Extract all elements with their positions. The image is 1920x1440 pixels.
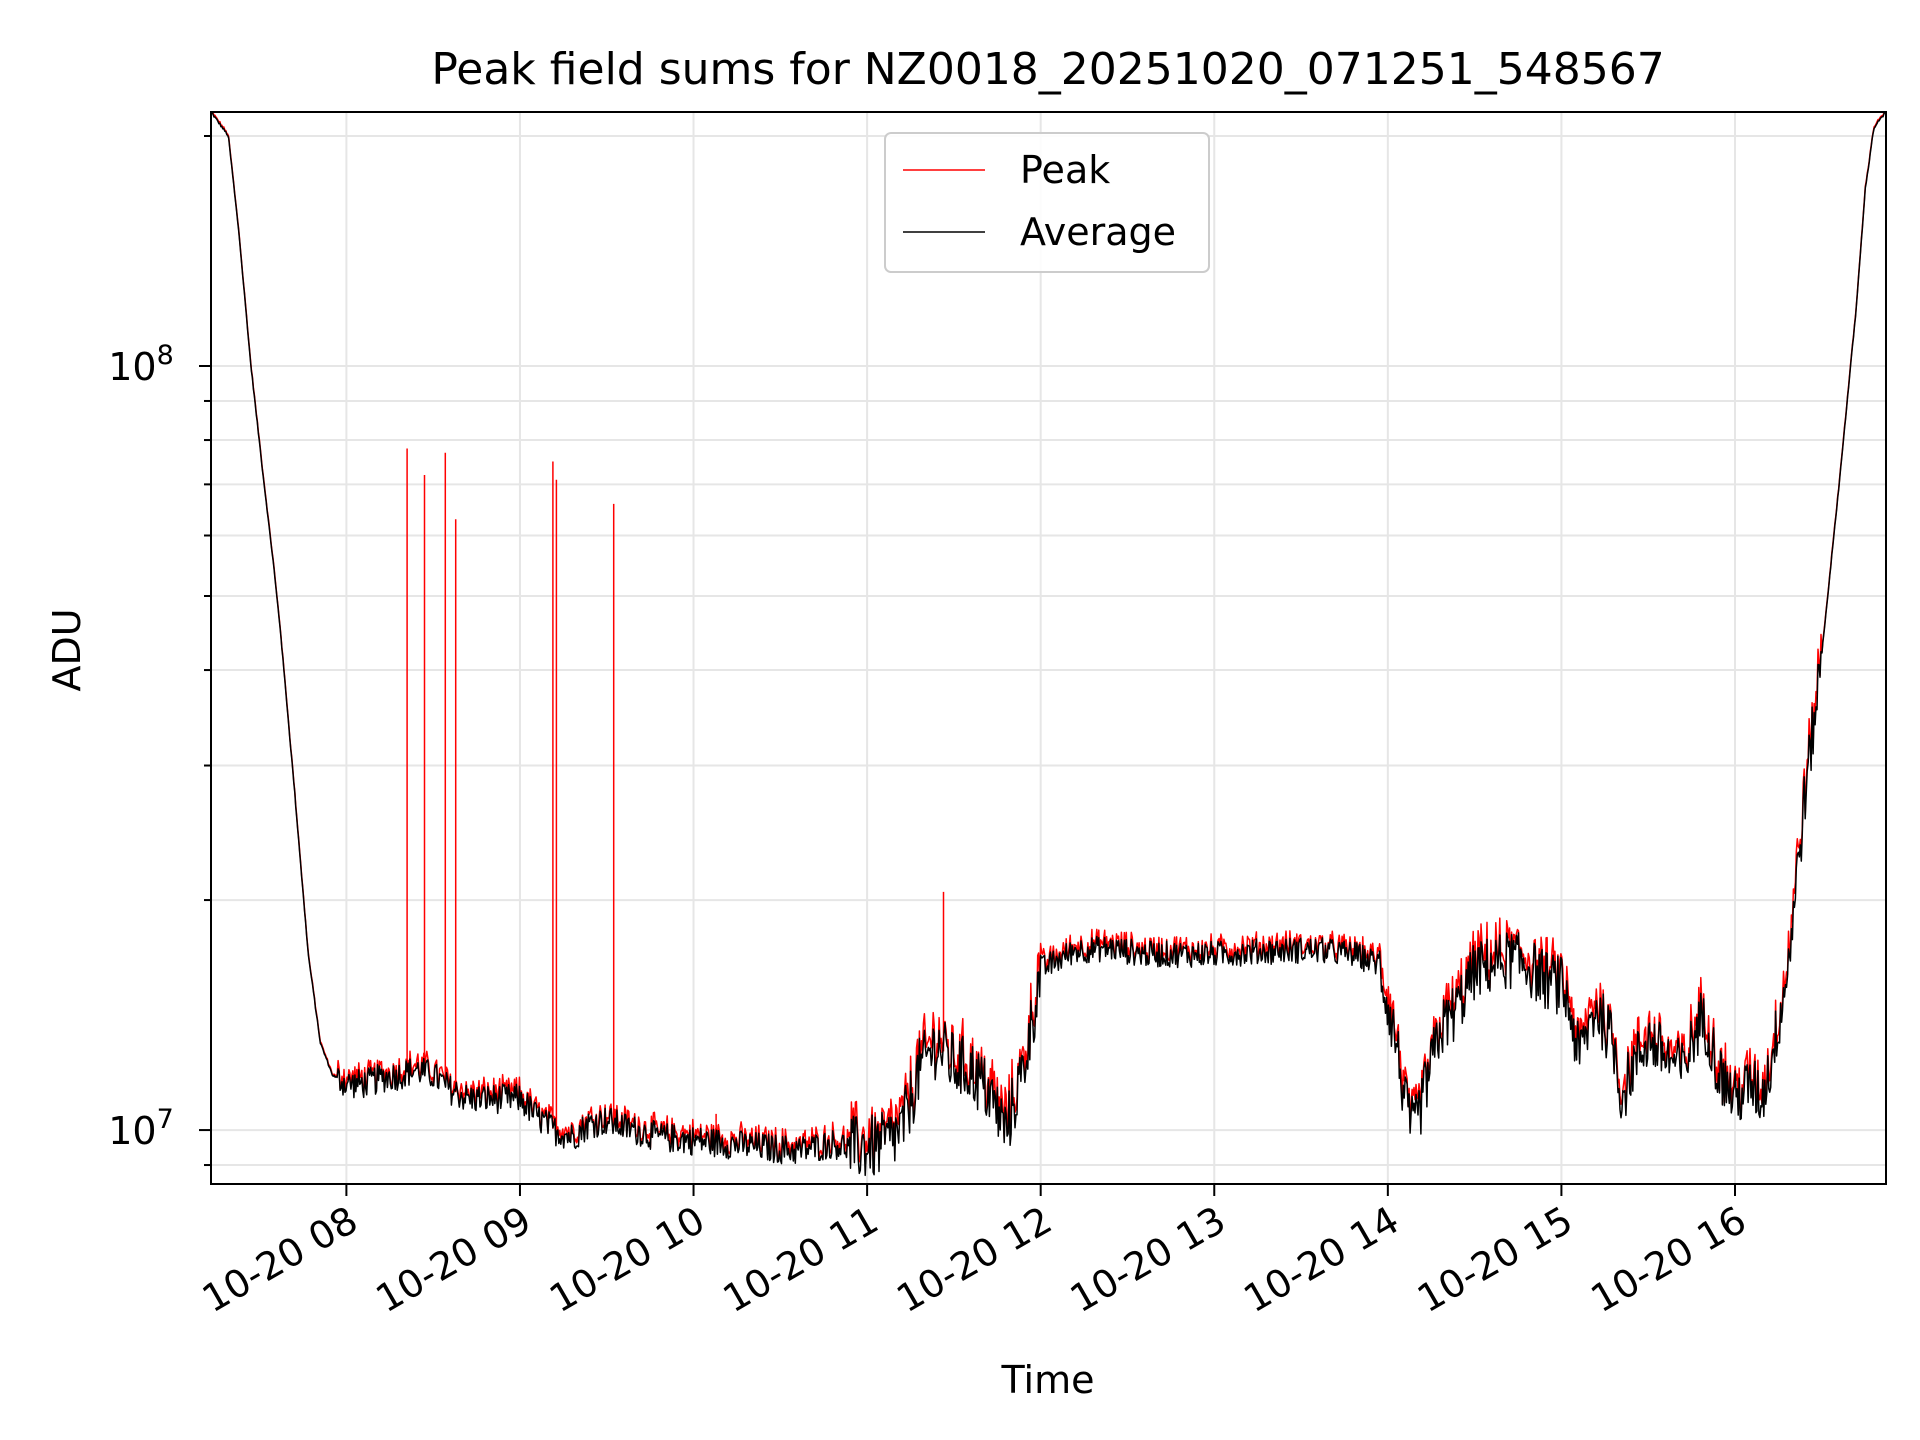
legend-peak-label: Peak	[1020, 148, 1110, 192]
series-average-line	[210, 111, 1887, 1177]
plot-area	[210, 111, 1887, 1177]
legend-box	[884, 132, 1210, 273]
legend: Peak Average	[884, 132, 1210, 273]
chart-title: Peak field sums for NZ0018_20251020_0712…	[431, 44, 1664, 95]
x-axis-label: Time	[1001, 1358, 1095, 1402]
plot-frame	[210, 111, 1887, 1185]
y-tick-label: 108	[108, 340, 174, 389]
y-tick-label: 107	[108, 1104, 174, 1153]
legend-average-label: Average	[1020, 210, 1176, 254]
y-axis-label: ADU	[45, 608, 89, 691]
